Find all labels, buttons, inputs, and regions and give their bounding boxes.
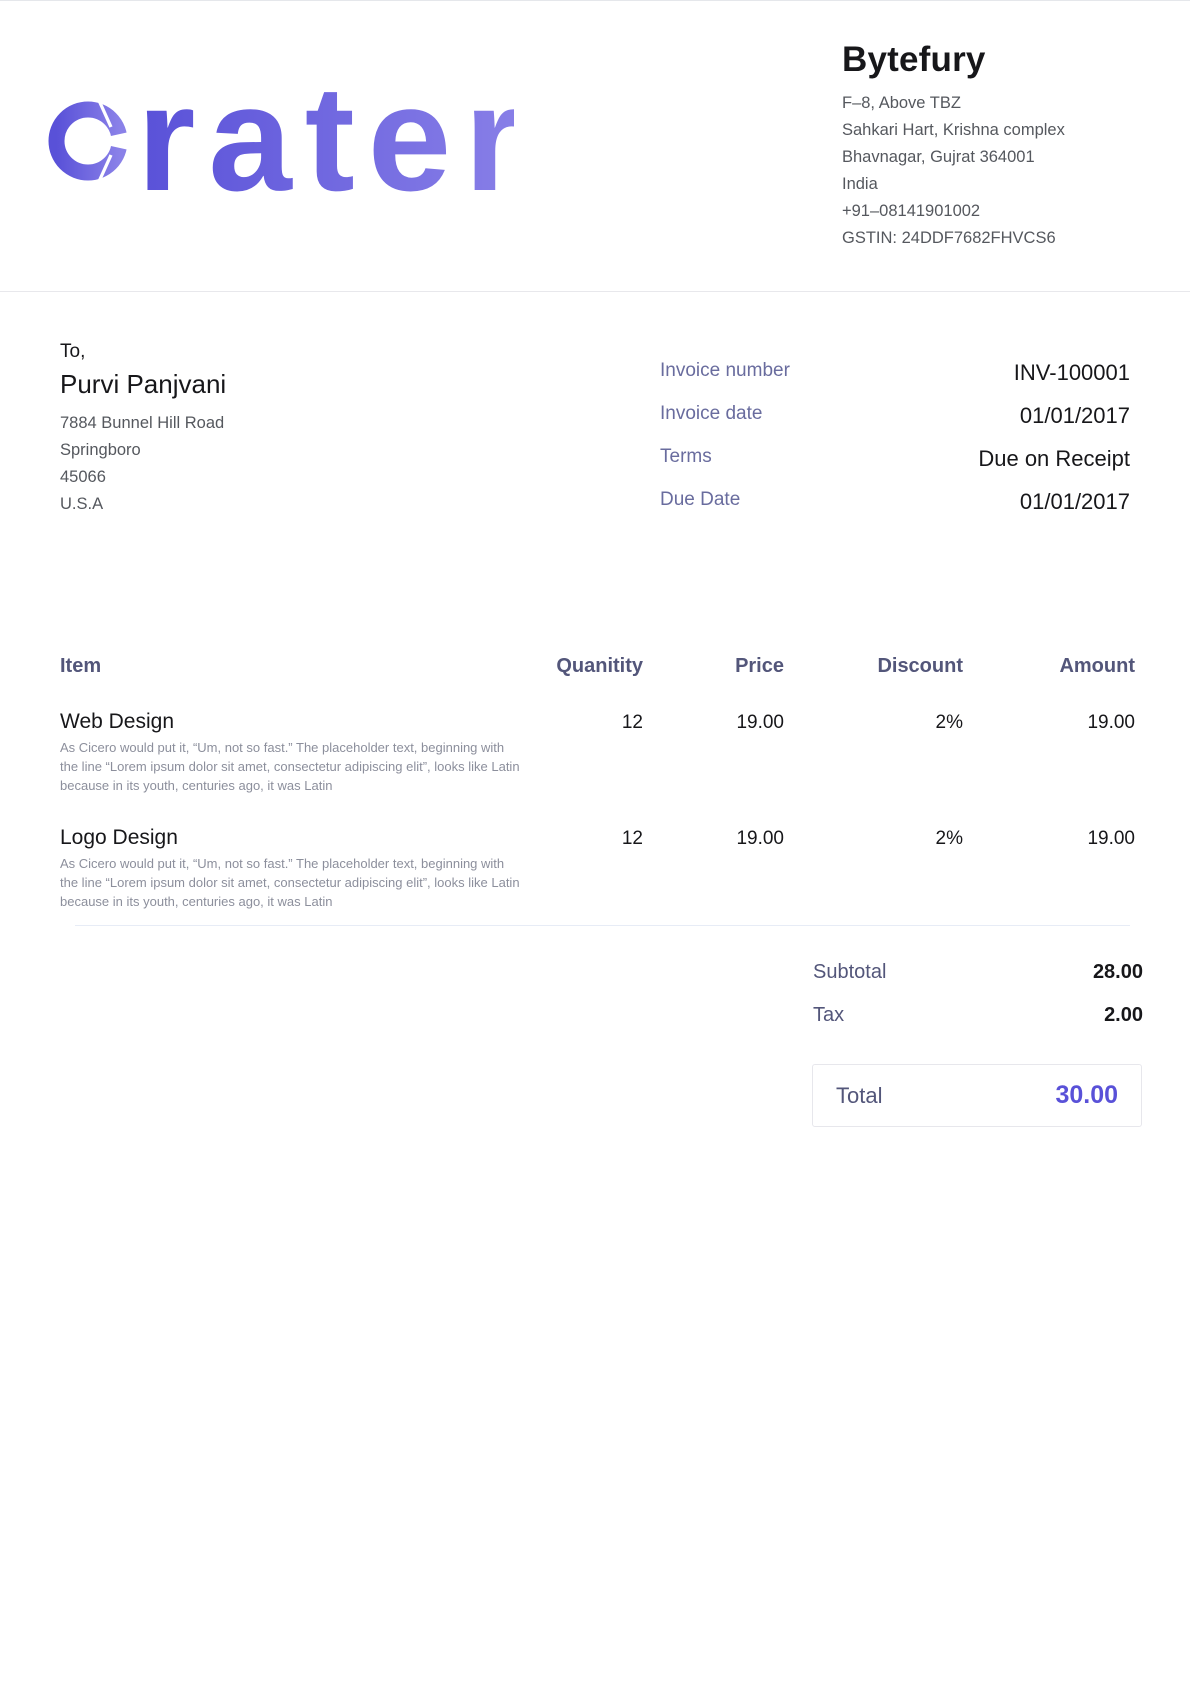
svg-text:rater: rater bbox=[137, 86, 514, 196]
